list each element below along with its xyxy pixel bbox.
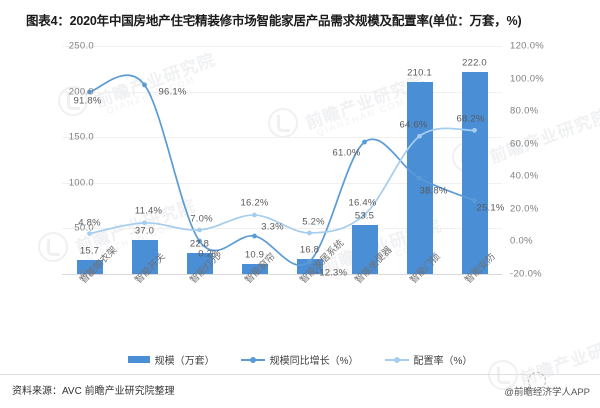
- y2-axis-tick-label: 80.0%: [510, 105, 539, 117]
- line-data-point[interactable]: [362, 212, 367, 218]
- legend-line-swatch-icon: [384, 355, 409, 364]
- watermark-brand-text: 前瞻产业研究院: [487, 105, 600, 167]
- legend-item[interactable]: 规模同比增长（%）: [240, 352, 359, 367]
- growth-value-label: 96.1%: [158, 86, 187, 98]
- bar-value-label: 210.1: [407, 67, 432, 79]
- config-rate-label: 16.4%: [348, 197, 377, 209]
- chart-legend: 规模（万套） 规模同比增长（%） 配置率（%）: [0, 352, 600, 367]
- lines-layer: [87, 74, 477, 267]
- bar[interactable]: [76, 259, 103, 274]
- y-axis-tick-label: 200.0: [68, 86, 94, 98]
- bar[interactable]: [351, 225, 378, 274]
- y2-axis-tick-label: 120.0%: [510, 40, 545, 52]
- line-data-point[interactable]: [472, 127, 477, 133]
- gridline: [62, 228, 502, 230]
- y2-axis-tick-label: 60.0%: [510, 138, 539, 150]
- y-axis-tick-label: 0.0: [79, 268, 94, 280]
- bar[interactable]: [296, 258, 323, 274]
- growth-value-label: 3.3%: [261, 221, 284, 233]
- bar-value-label: 53.5: [354, 210, 375, 222]
- config-rate-label: 64.6%: [399, 119, 428, 131]
- footer-divider: [0, 374, 600, 375]
- gridline: [62, 182, 502, 184]
- bar[interactable]: [186, 253, 213, 274]
- bar-value-label: 222.0: [462, 57, 487, 69]
- growth-value-label: 61.0%: [332, 147, 361, 159]
- line-data-point[interactable]: [252, 212, 257, 218]
- x-axis-labels: 智能晾衣架 智能开关 智能灯光 智能窗帘 智能家居系统 智能坐便器 智能门锁 智能安防: [62, 238, 502, 336]
- gridlines: [62, 46, 502, 275]
- bar[interactable]: [241, 264, 268, 274]
- line-data-point[interactable]: [197, 227, 202, 233]
- line-data-point[interactable]: [87, 89, 92, 95]
- line-series: [88, 74, 476, 267]
- y2-axis-tick-label: 20.0%: [510, 203, 539, 215]
- y-axis-tick-label: 250.0: [68, 40, 94, 52]
- line-data-point[interactable]: [142, 82, 147, 88]
- growth-value-label: -12.3%: [315, 267, 348, 279]
- legend-label: 规模（万套）: [154, 356, 215, 367]
- gridline: [62, 274, 502, 275]
- line-data-point[interactable]: [307, 230, 312, 236]
- line-data-point[interactable]: [307, 259, 312, 264]
- plot-area: 15.7 37.0 22.8 10.9 16.8 53.5 210.1 222.0 91.8% 9…: [62, 46, 505, 279]
- bar[interactable]: [461, 71, 488, 274]
- source-note: 资料来源：AVC 前瞻产业研究院整理: [12, 386, 175, 397]
- line-series: [88, 127, 476, 235]
- line-data-point[interactable]: [417, 175, 422, 181]
- y-axis-tick-label: 50.0: [74, 222, 94, 234]
- y2-axis-tick-label: 40.0%: [510, 170, 539, 182]
- y2-axis-tick-label: 100.0%: [510, 73, 545, 85]
- bar-value-label: 22.8: [189, 238, 210, 250]
- legend-label: 配置率（%）: [413, 356, 473, 367]
- config-rate-label: 4.8%: [78, 217, 101, 229]
- line-data-point[interactable]: [142, 220, 147, 226]
- legend-label: 规模同比增长（%）: [269, 356, 359, 367]
- growth-value-label: 25.1%: [476, 202, 505, 214]
- chart-title: 图表4：2020年中国房地产住宅精装修市场智能家居产品需求规模及配置率(单位：万…: [26, 14, 522, 28]
- growth-value-label: 0.2%: [198, 248, 221, 260]
- line-data-point[interactable]: [87, 231, 92, 237]
- y-axis-tick-label: 150.0: [68, 131, 94, 143]
- legend-line-swatch-icon: [240, 355, 265, 364]
- legend-item[interactable]: 配置率（%）: [384, 352, 473, 367]
- y2-axis-tick-label: -20.0%: [510, 268, 542, 280]
- growth-value-label: 38.8%: [419, 185, 448, 197]
- line-data-point[interactable]: [472, 198, 477, 203]
- app-credit: @前瞻经济学人APP: [504, 387, 590, 398]
- config-rate-label: 16.2%: [240, 197, 269, 209]
- gridline: [62, 91, 502, 93]
- line-data-point[interactable]: [197, 238, 202, 244]
- config-rate-label: 68.2%: [456, 113, 485, 125]
- gridline: [62, 46, 502, 47]
- y2-axis-tick-label: 0.0%: [510, 235, 533, 247]
- line-data-point[interactable]: [362, 139, 367, 145]
- gridline: [62, 137, 502, 139]
- y-axis-tick-label: 100.0: [68, 177, 94, 189]
- config-rate-label: 11.4%: [134, 205, 163, 217]
- line-data-point[interactable]: [252, 233, 257, 239]
- legend-bar-swatch-icon: [127, 356, 150, 363]
- bar-value-label: 15.7: [79, 245, 100, 257]
- bar[interactable]: [131, 240, 158, 274]
- growth-value-label: 91.8%: [73, 95, 102, 107]
- bar-value-label: 37.0: [134, 225, 155, 237]
- config-rate-label: 5.2%: [302, 216, 325, 228]
- bar-value-label: 10.9: [244, 249, 265, 261]
- config-rate-label: 7.0%: [190, 213, 213, 225]
- bar-value-label: 16.8: [299, 244, 320, 256]
- legend-item[interactable]: 规模（万套）: [127, 352, 215, 367]
- line-data-point[interactable]: [417, 133, 422, 139]
